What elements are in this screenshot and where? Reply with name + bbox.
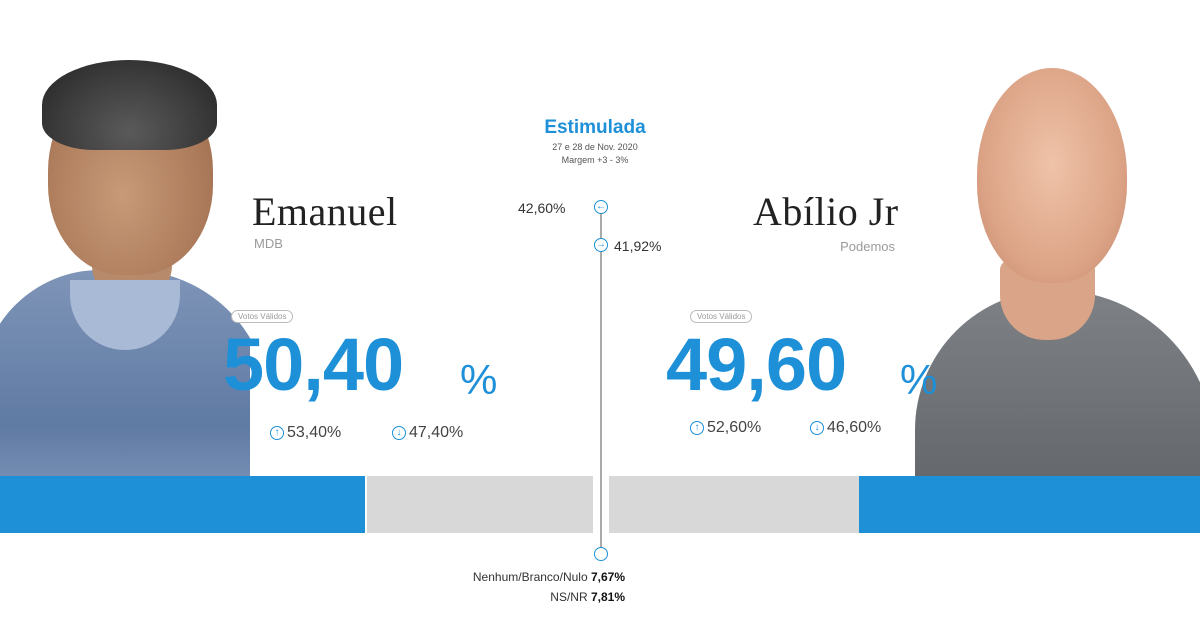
circle-icon [594, 547, 608, 561]
head-shape [977, 68, 1127, 283]
candidate-party-left: MDB [254, 236, 283, 251]
hair-shape [42, 60, 217, 150]
arrow-up-icon: ↑ [690, 421, 704, 435]
arrow-down-icon: ↓ [392, 426, 406, 440]
candidate-percent-left: 50,40 [223, 323, 404, 406]
poll-title: Estimulada [544, 117, 646, 138]
nsnr-value: 7,81% [590, 590, 625, 604]
poll-margin: Margem +3 - 3% [561, 155, 629, 165]
lower-value-right: 46,60% [827, 419, 882, 436]
candidate-party-right: Podemos [840, 239, 895, 254]
center-right-value: 41,92% [614, 238, 662, 254]
upper-range-left: ↑ 53,40% [270, 424, 341, 442]
candidate-name-left: Emanuel [252, 189, 398, 234]
bar-right-gray [609, 476, 859, 533]
center-left-value: 42,60% [518, 200, 566, 216]
lower-value-left: 47,40% [409, 424, 464, 441]
candidate-photo-abilio [905, 60, 1200, 480]
null-votes: Nenhum/Branco/Nulo 7,67% [473, 570, 625, 584]
candidate-name-right: Abílio Jr [753, 189, 899, 234]
upper-value-left: 53,40% [287, 424, 342, 441]
bar-left-gray [367, 476, 593, 533]
arrow-right-icon: → [594, 238, 608, 252]
lower-range-right: ↓ 46,60% [810, 419, 881, 437]
upper-range-right: ↑ 52,60% [690, 419, 761, 437]
center-line [600, 212, 602, 554]
candidate-photo-emanuel [0, 60, 250, 480]
percent-sign-left: % [460, 356, 498, 403]
null-votes-value: 7,67% [590, 570, 625, 584]
bar-right-blue [859, 476, 1200, 533]
arrow-down-icon: ↓ [810, 421, 824, 435]
upper-value-right: 52,60% [707, 419, 762, 436]
poll-date: 27 e 28 de Nov. 2020 [552, 142, 638, 152]
null-votes-label: Nenhum/Branco/Nulo [472, 570, 588, 584]
arrow-up-icon: ↑ [270, 426, 284, 440]
candidate-percent-right: 49,60 [666, 323, 847, 406]
percent-sign-right: % [900, 356, 938, 403]
arrow-left-icon: ← [594, 200, 608, 214]
nsnr-votes: NS/NR 7,81% [550, 590, 625, 604]
votes-label-left: Votos Válidos [231, 310, 294, 323]
nsnr-label: NS/NR [550, 590, 588, 604]
bar-left-blue [0, 476, 365, 533]
votes-label-right: Votos Válidos [690, 310, 753, 323]
lower-range-left: ↓ 47,40% [392, 424, 463, 442]
